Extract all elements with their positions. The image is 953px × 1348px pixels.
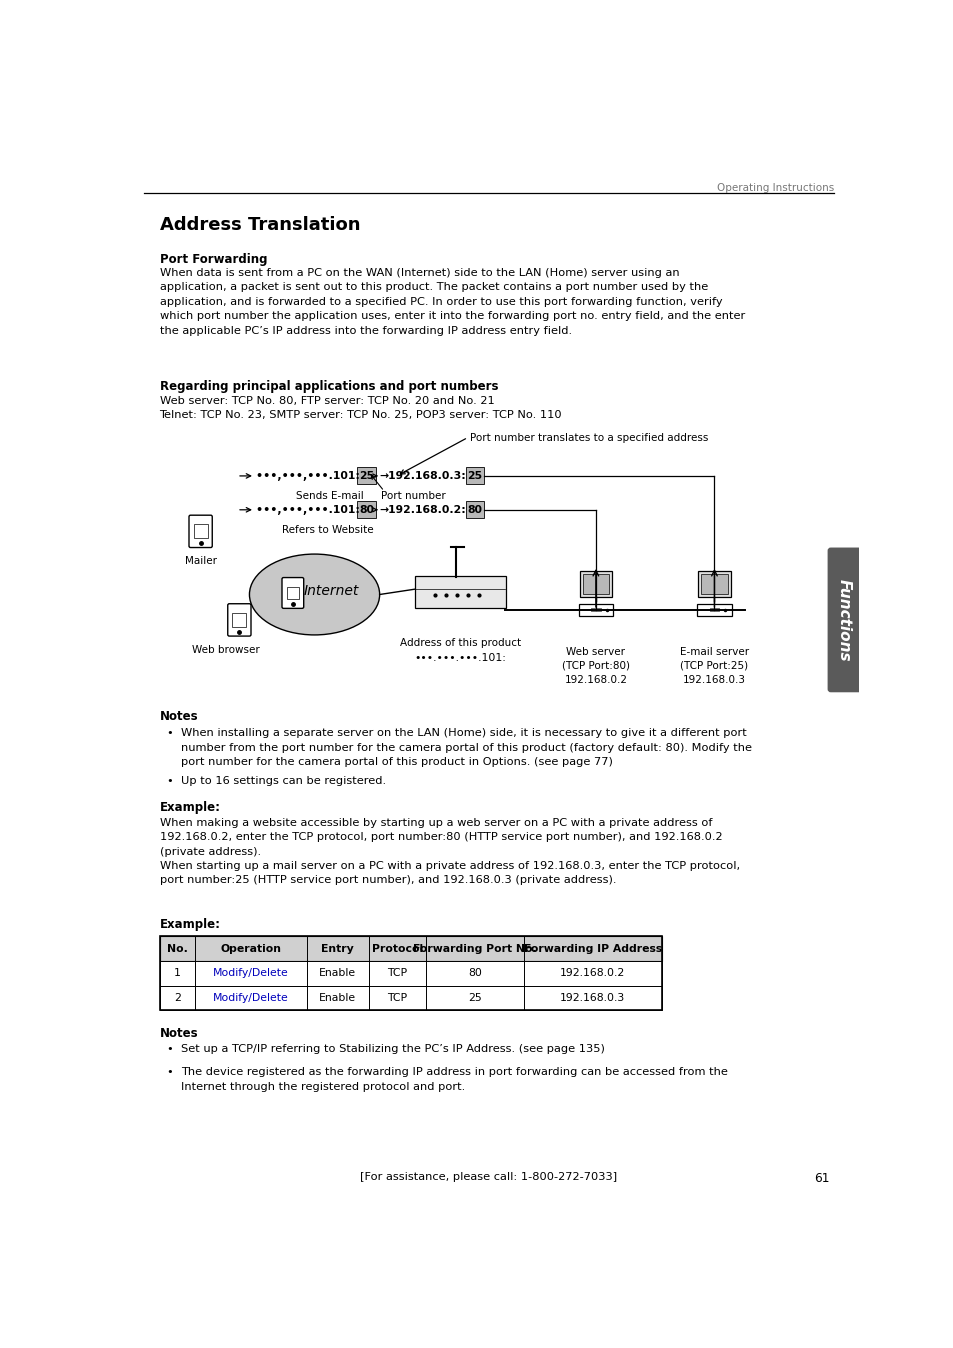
Text: Enable: Enable xyxy=(319,993,356,1003)
Text: Entry: Entry xyxy=(321,944,354,953)
Text: 1: 1 xyxy=(173,968,181,979)
Text: 80: 80 xyxy=(358,504,374,515)
Text: Protocol: Protocol xyxy=(372,944,422,953)
Text: Regarding principal applications and port numbers: Regarding principal applications and por… xyxy=(159,380,497,394)
FancyBboxPatch shape xyxy=(465,468,484,484)
Text: 192.168.0.2: 192.168.0.2 xyxy=(559,968,625,979)
FancyBboxPatch shape xyxy=(578,604,612,616)
Text: 192.168.0.3: 192.168.0.3 xyxy=(559,993,625,1003)
Text: 61: 61 xyxy=(813,1171,828,1185)
Text: Refers to Website: Refers to Website xyxy=(282,526,374,535)
FancyBboxPatch shape xyxy=(233,613,246,627)
Text: 80: 80 xyxy=(468,968,481,979)
Text: Web server: TCP No. 80, FTP server: TCP No. 20 and No. 21
Telnet: TCP No. 23, SM: Web server: TCP No. 80, FTP server: TCP … xyxy=(159,396,561,421)
Text: Port Forwarding: Port Forwarding xyxy=(159,252,267,266)
Text: •: • xyxy=(166,776,172,786)
FancyBboxPatch shape xyxy=(697,604,731,616)
FancyBboxPatch shape xyxy=(159,961,661,985)
Text: 192.168.0.2: 192.168.0.2 xyxy=(564,674,627,685)
FancyBboxPatch shape xyxy=(709,608,719,612)
Text: Notes: Notes xyxy=(159,710,198,723)
Text: Notes: Notes xyxy=(159,1027,198,1041)
FancyBboxPatch shape xyxy=(282,577,303,608)
Text: →192.168.0.2:: →192.168.0.2: xyxy=(378,504,465,515)
FancyBboxPatch shape xyxy=(465,501,484,518)
Text: Port number translates to a specified address: Port number translates to a specified ad… xyxy=(469,433,707,442)
Text: Example:: Example: xyxy=(159,918,220,931)
Text: 25: 25 xyxy=(468,993,481,1003)
Text: •••,•••,•••.101:: •••,•••,•••.101: xyxy=(256,470,364,481)
Text: Address of this product: Address of this product xyxy=(399,638,520,647)
Text: [For assistance, please call: 1-800-272-7033]: [For assistance, please call: 1-800-272-… xyxy=(360,1171,617,1182)
Text: Address Translation: Address Translation xyxy=(159,216,359,233)
FancyBboxPatch shape xyxy=(827,547,861,693)
FancyBboxPatch shape xyxy=(286,586,298,599)
Ellipse shape xyxy=(249,554,379,635)
Text: The device registered as the forwarding IP address in port forwarding can be acc: The device registered as the forwarding … xyxy=(181,1068,727,1092)
FancyBboxPatch shape xyxy=(159,985,661,1010)
FancyBboxPatch shape xyxy=(159,937,661,961)
FancyBboxPatch shape xyxy=(591,608,599,612)
Text: •••,•••,•••.101:: •••,•••,•••.101: xyxy=(256,504,364,515)
FancyBboxPatch shape xyxy=(415,576,505,608)
FancyBboxPatch shape xyxy=(582,574,608,593)
Text: Web server: Web server xyxy=(566,647,625,656)
Text: When data is sent from a PC on the WAN (Internet) side to the LAN (Home) server : When data is sent from a PC on the WAN (… xyxy=(159,268,744,336)
Text: 80: 80 xyxy=(467,504,482,515)
Text: •: • xyxy=(166,1068,172,1077)
Text: 192.168.0.3: 192.168.0.3 xyxy=(682,674,745,685)
Text: •••.•••.•••.101:: •••.•••.•••.101: xyxy=(414,652,506,663)
FancyBboxPatch shape xyxy=(356,468,375,484)
Text: •: • xyxy=(166,1045,172,1054)
Text: Modify/Delete: Modify/Delete xyxy=(213,993,289,1003)
Text: When making a website accessible by starting up a web server on a PC with a priv: When making a website accessible by star… xyxy=(159,818,739,886)
FancyBboxPatch shape xyxy=(698,570,730,597)
Text: TCP: TCP xyxy=(387,993,407,1003)
Text: Mailer: Mailer xyxy=(185,555,216,566)
FancyBboxPatch shape xyxy=(193,524,208,538)
FancyBboxPatch shape xyxy=(189,515,212,547)
Text: Forwarding IP Address: Forwarding IP Address xyxy=(523,944,661,953)
FancyBboxPatch shape xyxy=(228,604,251,636)
Text: Operation: Operation xyxy=(220,944,281,953)
FancyBboxPatch shape xyxy=(579,570,612,597)
FancyBboxPatch shape xyxy=(700,574,727,593)
Text: Forwarding Port No.: Forwarding Port No. xyxy=(413,944,537,953)
Text: Up to 16 settings can be registered.: Up to 16 settings can be registered. xyxy=(181,776,386,786)
Text: Port number: Port number xyxy=(381,491,445,501)
Text: (TCP Port:25): (TCP Port:25) xyxy=(679,661,748,671)
Text: 25: 25 xyxy=(467,470,482,481)
Text: When installing a separate server on the LAN (Home) side, it is necessary to giv: When installing a separate server on the… xyxy=(181,728,752,767)
Text: Set up a TCP/IP referring to Stabilizing the PC’s IP Address. (see page 135): Set up a TCP/IP referring to Stabilizing… xyxy=(181,1045,604,1054)
Text: Modify/Delete: Modify/Delete xyxy=(213,968,289,979)
Text: →192.168.0.3:: →192.168.0.3: xyxy=(378,470,465,481)
Text: Internet: Internet xyxy=(304,585,359,599)
Text: No.: No. xyxy=(167,944,188,953)
Text: Operating Instructions: Operating Instructions xyxy=(716,183,833,193)
Text: Functions: Functions xyxy=(837,578,851,662)
FancyBboxPatch shape xyxy=(356,501,375,518)
Text: Sends E-mail: Sends E-mail xyxy=(295,491,363,501)
Text: 2: 2 xyxy=(173,993,181,1003)
Text: •: • xyxy=(166,728,172,739)
Text: Web browser: Web browser xyxy=(193,646,260,655)
Text: 25: 25 xyxy=(358,470,374,481)
Text: Enable: Enable xyxy=(319,968,356,979)
Text: E-mail server: E-mail server xyxy=(679,647,748,656)
Text: TCP: TCP xyxy=(387,968,407,979)
Text: Example:: Example: xyxy=(159,801,220,814)
Text: (TCP Port:80): (TCP Port:80) xyxy=(561,661,629,671)
